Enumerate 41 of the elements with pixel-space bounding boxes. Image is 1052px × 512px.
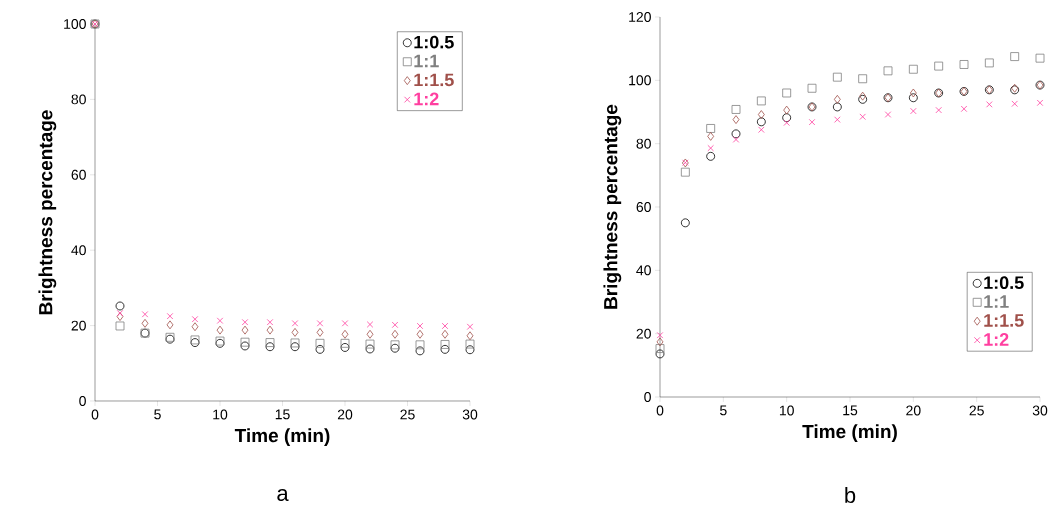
legend-label: 1:1.5 xyxy=(984,314,1024,327)
y-tick-label: 100 xyxy=(64,19,86,29)
y-tick-label: 20 xyxy=(636,328,651,339)
y-tick-label: 40 xyxy=(71,245,86,256)
y-tick-label: 0 xyxy=(79,396,86,406)
y-tick-label: 80 xyxy=(71,94,86,105)
x-tick-label: 5 xyxy=(720,405,727,416)
x-tick-label: 10 xyxy=(779,405,794,416)
y-tick-label: 0 xyxy=(644,392,651,402)
legend-label: 1:2 xyxy=(414,92,439,106)
x-tick-label: 20 xyxy=(906,405,921,416)
text: a xyxy=(277,488,289,502)
y-tick-label: 20 xyxy=(71,320,86,331)
y-tick-label: 60 xyxy=(636,202,651,212)
x-tick-label: 0 xyxy=(91,409,99,420)
x-tick-label: 5 xyxy=(154,409,161,420)
x-tick-label: 10 xyxy=(213,409,228,420)
x-tick-label: 30 xyxy=(1032,405,1048,416)
x-tick-label: 20 xyxy=(337,409,353,420)
x-tick-label: 25 xyxy=(969,405,984,416)
y-axis-title: Brightness percentage xyxy=(603,104,622,309)
x-tick-label: 0 xyxy=(656,405,664,416)
x-axis-title: Time (min) xyxy=(234,428,330,447)
x-tick-label: 15 xyxy=(275,409,290,420)
x-axis-title: Time (min) xyxy=(802,424,897,443)
legend-label: 1:2 xyxy=(984,333,1009,346)
legend-label: 1:0.5 xyxy=(414,35,454,49)
y-axis-title: Brightness percentage xyxy=(38,110,57,315)
x-tick-label: 30 xyxy=(462,409,478,420)
legend-label: 1:1 xyxy=(414,54,439,68)
x-tick-label: 25 xyxy=(400,409,415,420)
y-tick-label: 120 xyxy=(629,12,651,22)
x-tick-label: 15 xyxy=(843,405,858,416)
y-tick-label: 80 xyxy=(636,138,651,149)
legend-label: 1:1.5 xyxy=(414,73,454,87)
y-tick-label: 100 xyxy=(629,75,651,86)
legend-label: 1:1 xyxy=(984,295,1009,308)
y-tick-label: 60 xyxy=(71,169,86,180)
y-tick-label: 40 xyxy=(636,265,651,276)
legend-label: 1:0.5 xyxy=(984,276,1024,290)
text: b xyxy=(845,486,856,504)
